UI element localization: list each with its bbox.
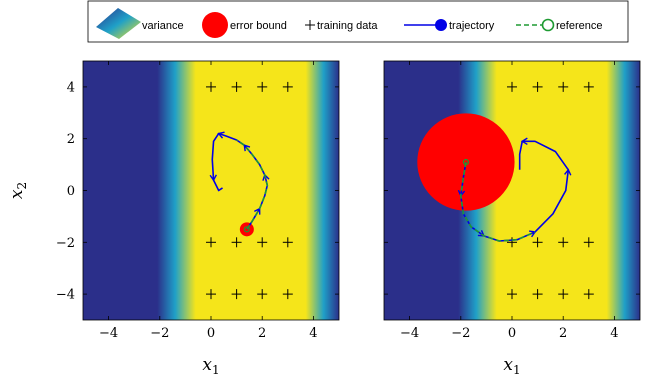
- reference-line: [236, 139, 269, 230]
- training-data-point: [558, 81, 569, 92]
- trajectory-arrow: [243, 144, 251, 152]
- x-tick-label: −2: [150, 326, 169, 341]
- x-axis-label: x1: [503, 355, 520, 377]
- y-tick-label: −4: [56, 288, 75, 303]
- trajectory-arrow: [217, 131, 225, 139]
- legend-reference-marker: [541, 18, 555, 32]
- training-data-point: [532, 81, 543, 92]
- training-data-point: [282, 237, 293, 248]
- legend-entry-variance: variance: [96, 8, 184, 39]
- trajectory-arrow: [209, 174, 217, 182]
- y-tick-label: 2: [67, 132, 75, 147]
- training-data-point: [231, 237, 242, 248]
- training-data-point: [257, 237, 268, 248]
- legend-error-bound-marker: [202, 12, 228, 38]
- variance-heatmap: [83, 61, 339, 320]
- training-data-point: [532, 289, 543, 300]
- y-tick-label: −2: [56, 236, 75, 251]
- legend-label-reference: reference: [556, 20, 602, 32]
- training-data-point: [257, 289, 268, 300]
- training-data-point: [231, 289, 242, 300]
- training-data-point: [583, 81, 594, 92]
- x-tick-label: 2: [559, 326, 567, 341]
- legend-trajectory-marker: [435, 19, 447, 31]
- legend-label-training-data: training data: [317, 20, 378, 32]
- training-data-point: [206, 81, 216, 92]
- legend-label-trajectory: trajectory: [449, 20, 495, 32]
- training-data-point: [206, 289, 216, 300]
- training-data-point: [231, 81, 242, 92]
- legend-label-variance: variance: [142, 20, 184, 32]
- training-data-point: [583, 237, 594, 248]
- error-bound-circle: [417, 113, 515, 211]
- right-panel: −4 −2 0 2 4 x1: [383, 60, 641, 377]
- training-data-point: [583, 289, 594, 300]
- reference-start-marker: [462, 158, 470, 166]
- x-axis-label: x1: [202, 355, 219, 377]
- trajectory-arrow: [520, 137, 528, 146]
- plot-marks: [417, 81, 594, 300]
- legend-entry-trajectory: trajectory: [404, 19, 495, 32]
- x-tick-label: 4: [309, 326, 317, 341]
- training-data-point: [206, 237, 216, 248]
- variance-heatmap: [384, 61, 640, 320]
- training-data-point: [507, 289, 517, 300]
- x-tick-label: 2: [258, 326, 266, 341]
- training-data-point: [532, 237, 543, 248]
- trajectory-arrow: [564, 168, 572, 176]
- x-tick-label: 0: [207, 326, 215, 341]
- y-tick-label: 0: [67, 184, 75, 199]
- legend-frame: [87, 0, 629, 43]
- x-tick-label: 4: [610, 326, 618, 341]
- legend-entry-error-bound: error bound: [202, 12, 287, 38]
- training-data-point: [558, 237, 569, 248]
- training-data-point: [507, 237, 517, 248]
- x-tick-label: −2: [451, 326, 470, 341]
- x-tick-label: 0: [508, 326, 516, 341]
- legend-entry-reference: reference: [516, 18, 602, 32]
- training-data-point: [282, 81, 293, 92]
- training-data-point: [558, 289, 569, 300]
- legend-entry-training-data: training data: [305, 20, 378, 32]
- training-data-point: [507, 81, 517, 92]
- x-tick-label: −4: [400, 326, 419, 341]
- legend-label-error-bound: error bound: [230, 20, 287, 32]
- x-tick-label: −4: [99, 326, 118, 341]
- reference-start-marker: [243, 226, 250, 233]
- y-tick-label: 4: [67, 80, 75, 95]
- legend-variance-swatch: [96, 8, 141, 39]
- legend-plus-marker: [305, 20, 315, 30]
- plot-marks: [206, 81, 293, 300]
- legend: variance error bound training data traje…: [87, 0, 629, 43]
- y-axis-label: x2: [7, 182, 29, 199]
- training-data-point: [257, 81, 268, 92]
- reference-line: [459, 161, 536, 242]
- training-data-point: [282, 289, 293, 300]
- left-panel: −4 −2 0 2 4 4 2 0 −2 −4 x1 x2: [7, 60, 340, 377]
